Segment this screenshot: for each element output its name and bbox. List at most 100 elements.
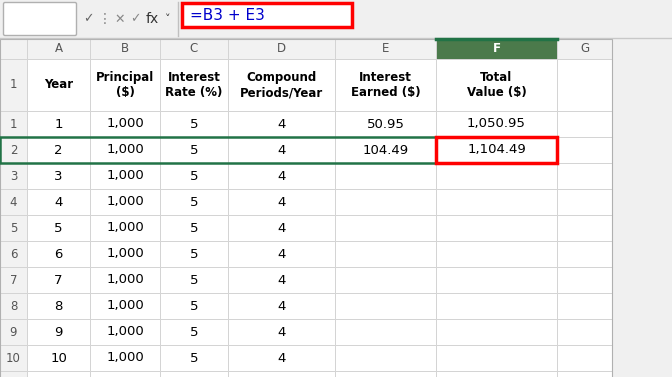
Bar bbox=[0, 345, 27, 371]
Bar bbox=[228, 241, 335, 267]
Bar bbox=[335, 319, 436, 345]
Text: 5: 5 bbox=[190, 222, 198, 234]
Text: 5: 5 bbox=[190, 247, 198, 261]
Text: 7: 7 bbox=[10, 273, 17, 287]
Bar bbox=[90, 345, 160, 371]
Text: ˅: ˅ bbox=[165, 14, 171, 24]
Text: 5: 5 bbox=[10, 222, 17, 234]
Bar bbox=[90, 111, 160, 137]
Text: C: C bbox=[190, 43, 198, 55]
Bar bbox=[0, 39, 27, 59]
Text: 4: 4 bbox=[278, 170, 286, 182]
Bar bbox=[436, 241, 557, 267]
Text: Principal
($): Principal ($) bbox=[96, 71, 154, 99]
Text: 5: 5 bbox=[190, 144, 198, 156]
Bar bbox=[160, 111, 228, 137]
Text: =B3 + E3: =B3 + E3 bbox=[190, 8, 265, 23]
Text: 5: 5 bbox=[190, 273, 198, 287]
Bar bbox=[335, 345, 436, 371]
Bar bbox=[160, 163, 228, 189]
Text: 4: 4 bbox=[278, 118, 286, 130]
Bar bbox=[335, 241, 436, 267]
Bar bbox=[436, 111, 557, 137]
Bar bbox=[557, 137, 612, 163]
Bar bbox=[0, 111, 27, 137]
Text: 4: 4 bbox=[278, 222, 286, 234]
Bar bbox=[90, 267, 160, 293]
Text: 5: 5 bbox=[190, 325, 198, 339]
Bar bbox=[228, 163, 335, 189]
Text: ✕: ✕ bbox=[115, 12, 125, 26]
Bar bbox=[90, 293, 160, 319]
Bar bbox=[557, 111, 612, 137]
Text: 5: 5 bbox=[190, 299, 198, 313]
Text: 7: 7 bbox=[54, 273, 62, 287]
Text: 1: 1 bbox=[10, 78, 17, 92]
Bar bbox=[228, 39, 335, 59]
Bar bbox=[27, 293, 90, 319]
Text: 5: 5 bbox=[190, 118, 198, 130]
Text: 9: 9 bbox=[54, 325, 62, 339]
Text: 1,000: 1,000 bbox=[106, 247, 144, 261]
Bar bbox=[335, 189, 436, 215]
Text: 4: 4 bbox=[278, 325, 286, 339]
Bar bbox=[557, 241, 612, 267]
Bar bbox=[0, 0, 672, 38]
Bar bbox=[160, 319, 228, 345]
Bar bbox=[228, 189, 335, 215]
Bar bbox=[27, 371, 90, 377]
Bar bbox=[228, 371, 335, 377]
Bar bbox=[27, 215, 90, 241]
Text: 4: 4 bbox=[278, 247, 286, 261]
Bar bbox=[335, 111, 436, 137]
Text: 1,000: 1,000 bbox=[106, 299, 144, 313]
Bar bbox=[436, 345, 557, 371]
Text: F: F bbox=[493, 43, 501, 55]
Bar bbox=[436, 215, 557, 241]
Bar bbox=[335, 137, 436, 163]
Bar bbox=[436, 137, 557, 163]
Bar bbox=[27, 319, 90, 345]
Text: 4: 4 bbox=[278, 299, 286, 313]
Bar bbox=[27, 111, 90, 137]
Bar bbox=[557, 371, 612, 377]
Bar bbox=[436, 189, 557, 215]
Text: Interest
Rate (%): Interest Rate (%) bbox=[165, 71, 222, 99]
Bar bbox=[27, 189, 90, 215]
Text: fx: fx bbox=[145, 12, 159, 26]
Bar bbox=[335, 215, 436, 241]
Text: 1: 1 bbox=[54, 118, 62, 130]
Text: 1,000: 1,000 bbox=[106, 118, 144, 130]
Bar bbox=[436, 293, 557, 319]
Text: 1: 1 bbox=[10, 118, 17, 130]
Text: 5: 5 bbox=[190, 170, 198, 182]
Bar bbox=[90, 137, 160, 163]
Bar bbox=[0, 59, 27, 111]
Text: 2: 2 bbox=[10, 144, 17, 156]
Text: ✓: ✓ bbox=[83, 12, 93, 26]
Bar bbox=[160, 137, 228, 163]
Bar bbox=[27, 39, 90, 59]
Bar bbox=[0, 319, 27, 345]
Text: E: E bbox=[382, 43, 389, 55]
Bar bbox=[228, 267, 335, 293]
Bar bbox=[557, 189, 612, 215]
Text: B: B bbox=[121, 43, 129, 55]
Text: 1,000: 1,000 bbox=[106, 325, 144, 339]
Text: 1,000: 1,000 bbox=[106, 144, 144, 156]
Bar bbox=[160, 39, 228, 59]
Text: 6: 6 bbox=[54, 247, 62, 261]
Text: 4: 4 bbox=[278, 144, 286, 156]
Text: A: A bbox=[54, 43, 62, 55]
Bar bbox=[557, 39, 612, 59]
Text: 4: 4 bbox=[278, 351, 286, 365]
Bar bbox=[228, 111, 335, 137]
Bar bbox=[335, 267, 436, 293]
Text: 3: 3 bbox=[54, 170, 62, 182]
Bar bbox=[90, 39, 160, 59]
Text: 8: 8 bbox=[10, 299, 17, 313]
Bar bbox=[90, 189, 160, 215]
Text: 1,104.49: 1,104.49 bbox=[467, 144, 526, 156]
FancyBboxPatch shape bbox=[182, 3, 352, 27]
Bar bbox=[335, 39, 436, 59]
